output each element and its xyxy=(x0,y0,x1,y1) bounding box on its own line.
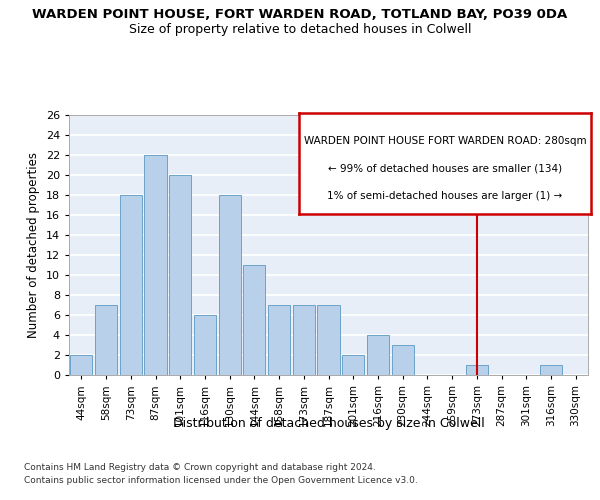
Text: Size of property relative to detached houses in Colwell: Size of property relative to detached ho… xyxy=(129,22,471,36)
Bar xyxy=(540,365,562,375)
Bar xyxy=(317,305,340,375)
Bar xyxy=(392,345,414,375)
Text: WARDEN POINT HOUSE, FORT WARDEN ROAD, TOTLAND BAY, PO39 0DA: WARDEN POINT HOUSE, FORT WARDEN ROAD, TO… xyxy=(32,8,568,20)
Bar xyxy=(293,305,315,375)
Text: ← 99% of detached houses are smaller (134): ← 99% of detached houses are smaller (13… xyxy=(328,163,562,173)
Bar xyxy=(268,305,290,375)
Text: Contains HM Land Registry data © Crown copyright and database right 2024.: Contains HM Land Registry data © Crown c… xyxy=(24,462,376,471)
Bar xyxy=(119,195,142,375)
Bar xyxy=(169,175,191,375)
Bar xyxy=(95,305,117,375)
Bar xyxy=(367,335,389,375)
Y-axis label: Number of detached properties: Number of detached properties xyxy=(27,152,40,338)
Bar xyxy=(194,315,216,375)
Bar xyxy=(218,195,241,375)
Bar xyxy=(342,355,364,375)
Bar xyxy=(145,155,167,375)
Text: WARDEN POINT HOUSE FORT WARDEN ROAD: 280sqm: WARDEN POINT HOUSE FORT WARDEN ROAD: 280… xyxy=(304,136,586,146)
Bar xyxy=(466,365,488,375)
Text: 1% of semi-detached houses are larger (1) →: 1% of semi-detached houses are larger (1… xyxy=(327,190,563,200)
Text: Distribution of detached houses by size in Colwell: Distribution of detached houses by size … xyxy=(173,418,485,430)
Bar xyxy=(70,355,92,375)
Bar xyxy=(243,265,265,375)
Text: Contains public sector information licensed under the Open Government Licence v3: Contains public sector information licen… xyxy=(24,476,418,485)
